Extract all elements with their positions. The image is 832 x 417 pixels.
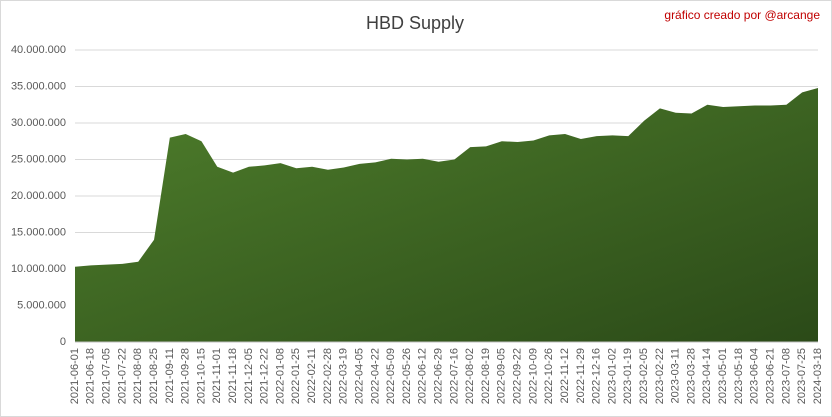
x-tick-label: 2022-03-19 <box>338 348 350 404</box>
x-tick-label: 2023-02-05 <box>638 348 650 404</box>
x-tick-label: 2021-10-15 <box>195 348 207 404</box>
y-tick-label: 30.000.000 <box>11 117 66 129</box>
y-tick-label: 35.000.000 <box>11 80 66 92</box>
x-tick-label: 2021-09-11 <box>164 348 176 403</box>
x-tick-label: 2022-10-09 <box>527 348 539 404</box>
x-tick-label: 2024-03-18 <box>812 348 824 404</box>
x-tick-label: 2022-08-02 <box>464 348 476 404</box>
y-tick-label: 15.000.000 <box>11 226 66 238</box>
x-tick-label: 2021-08-25 <box>148 348 160 404</box>
x-tick-label: 2023-06-04 <box>749 348 761 404</box>
x-tick-label: 2021-07-05 <box>101 348 113 404</box>
x-tick-label: 2023-07-25 <box>796 348 808 404</box>
x-tick-label: 2022-01-08 <box>274 348 286 404</box>
x-tick-label: 2023-05-18 <box>733 348 745 404</box>
area <box>75 87 818 343</box>
y-tick-label: 0 <box>60 336 66 348</box>
x-tick-label: 2022-06-12 <box>417 348 429 404</box>
x-tick-label: 2021-12-22 <box>259 348 271 404</box>
x-tick-label: 2023-04-14 <box>701 348 713 404</box>
x-tick-label: 2022-07-16 <box>448 348 460 404</box>
y-tick-label: 10.000.000 <box>11 263 66 275</box>
x-tick-label: 2023-07-08 <box>780 348 792 404</box>
x-tick-label: 2023-05-01 <box>717 348 729 404</box>
x-tick-label: 2023-01-02 <box>606 348 618 404</box>
x-tick-label: 2022-11-29 <box>575 348 587 403</box>
x-tick-label: 2021-06-01 <box>69 348 81 404</box>
x-tick-label: 2022-10-26 <box>543 348 555 404</box>
x-tick-label: 2022-05-09 <box>385 348 397 404</box>
x-tick-label: 2023-02-22 <box>654 348 666 404</box>
x-tick-label: 2021-06-18 <box>85 348 97 404</box>
annotation: gráfico creado por @arcange <box>664 8 820 22</box>
y-tick-label: 25.000.000 <box>11 153 66 165</box>
x-tick-label: 2022-04-22 <box>369 348 381 404</box>
chart-title: HBD Supply <box>366 13 464 33</box>
x-tick-label: 2022-04-05 <box>353 348 365 404</box>
x-tick-label: 2022-06-29 <box>433 348 445 404</box>
x-tick-label: 2022-12-16 <box>591 348 603 404</box>
y-tick-label: 5.000.000 <box>17 299 66 311</box>
x-tick-label: 2022-11-12 <box>559 348 571 403</box>
x-tick-label: 2021-07-22 <box>116 348 128 404</box>
y-tick-label: 40.000.000 <box>11 44 66 56</box>
x-tick-label: 2023-03-28 <box>685 348 697 404</box>
x-tick-label: 2022-09-22 <box>512 348 524 404</box>
x-tick-label: 2021-12-05 <box>243 348 255 404</box>
x-tick-label: 2022-02-11 <box>306 348 318 403</box>
x-tick-label: 2021-11-01 <box>211 348 223 403</box>
x-tick-label: 2023-01-19 <box>622 348 634 404</box>
x-tick-label: 2023-03-11 <box>670 348 682 403</box>
x-tick-label: 2021-08-08 <box>132 348 144 404</box>
x-tick-label: 2022-09-05 <box>496 348 508 404</box>
x-tick-label: 2021-11-18 <box>227 348 239 403</box>
y-tick-label: 20.000.000 <box>11 190 66 202</box>
x-tick-label: 2022-05-26 <box>401 348 413 404</box>
x-tick-label: 2022-01-25 <box>290 348 302 404</box>
x-tick-label: 2022-08-19 <box>480 348 492 404</box>
x-tick-label: 2022-02-28 <box>322 348 334 404</box>
x-tick-label: 2023-06-21 <box>764 348 776 404</box>
x-tick-label: 2021-09-28 <box>180 348 192 404</box>
